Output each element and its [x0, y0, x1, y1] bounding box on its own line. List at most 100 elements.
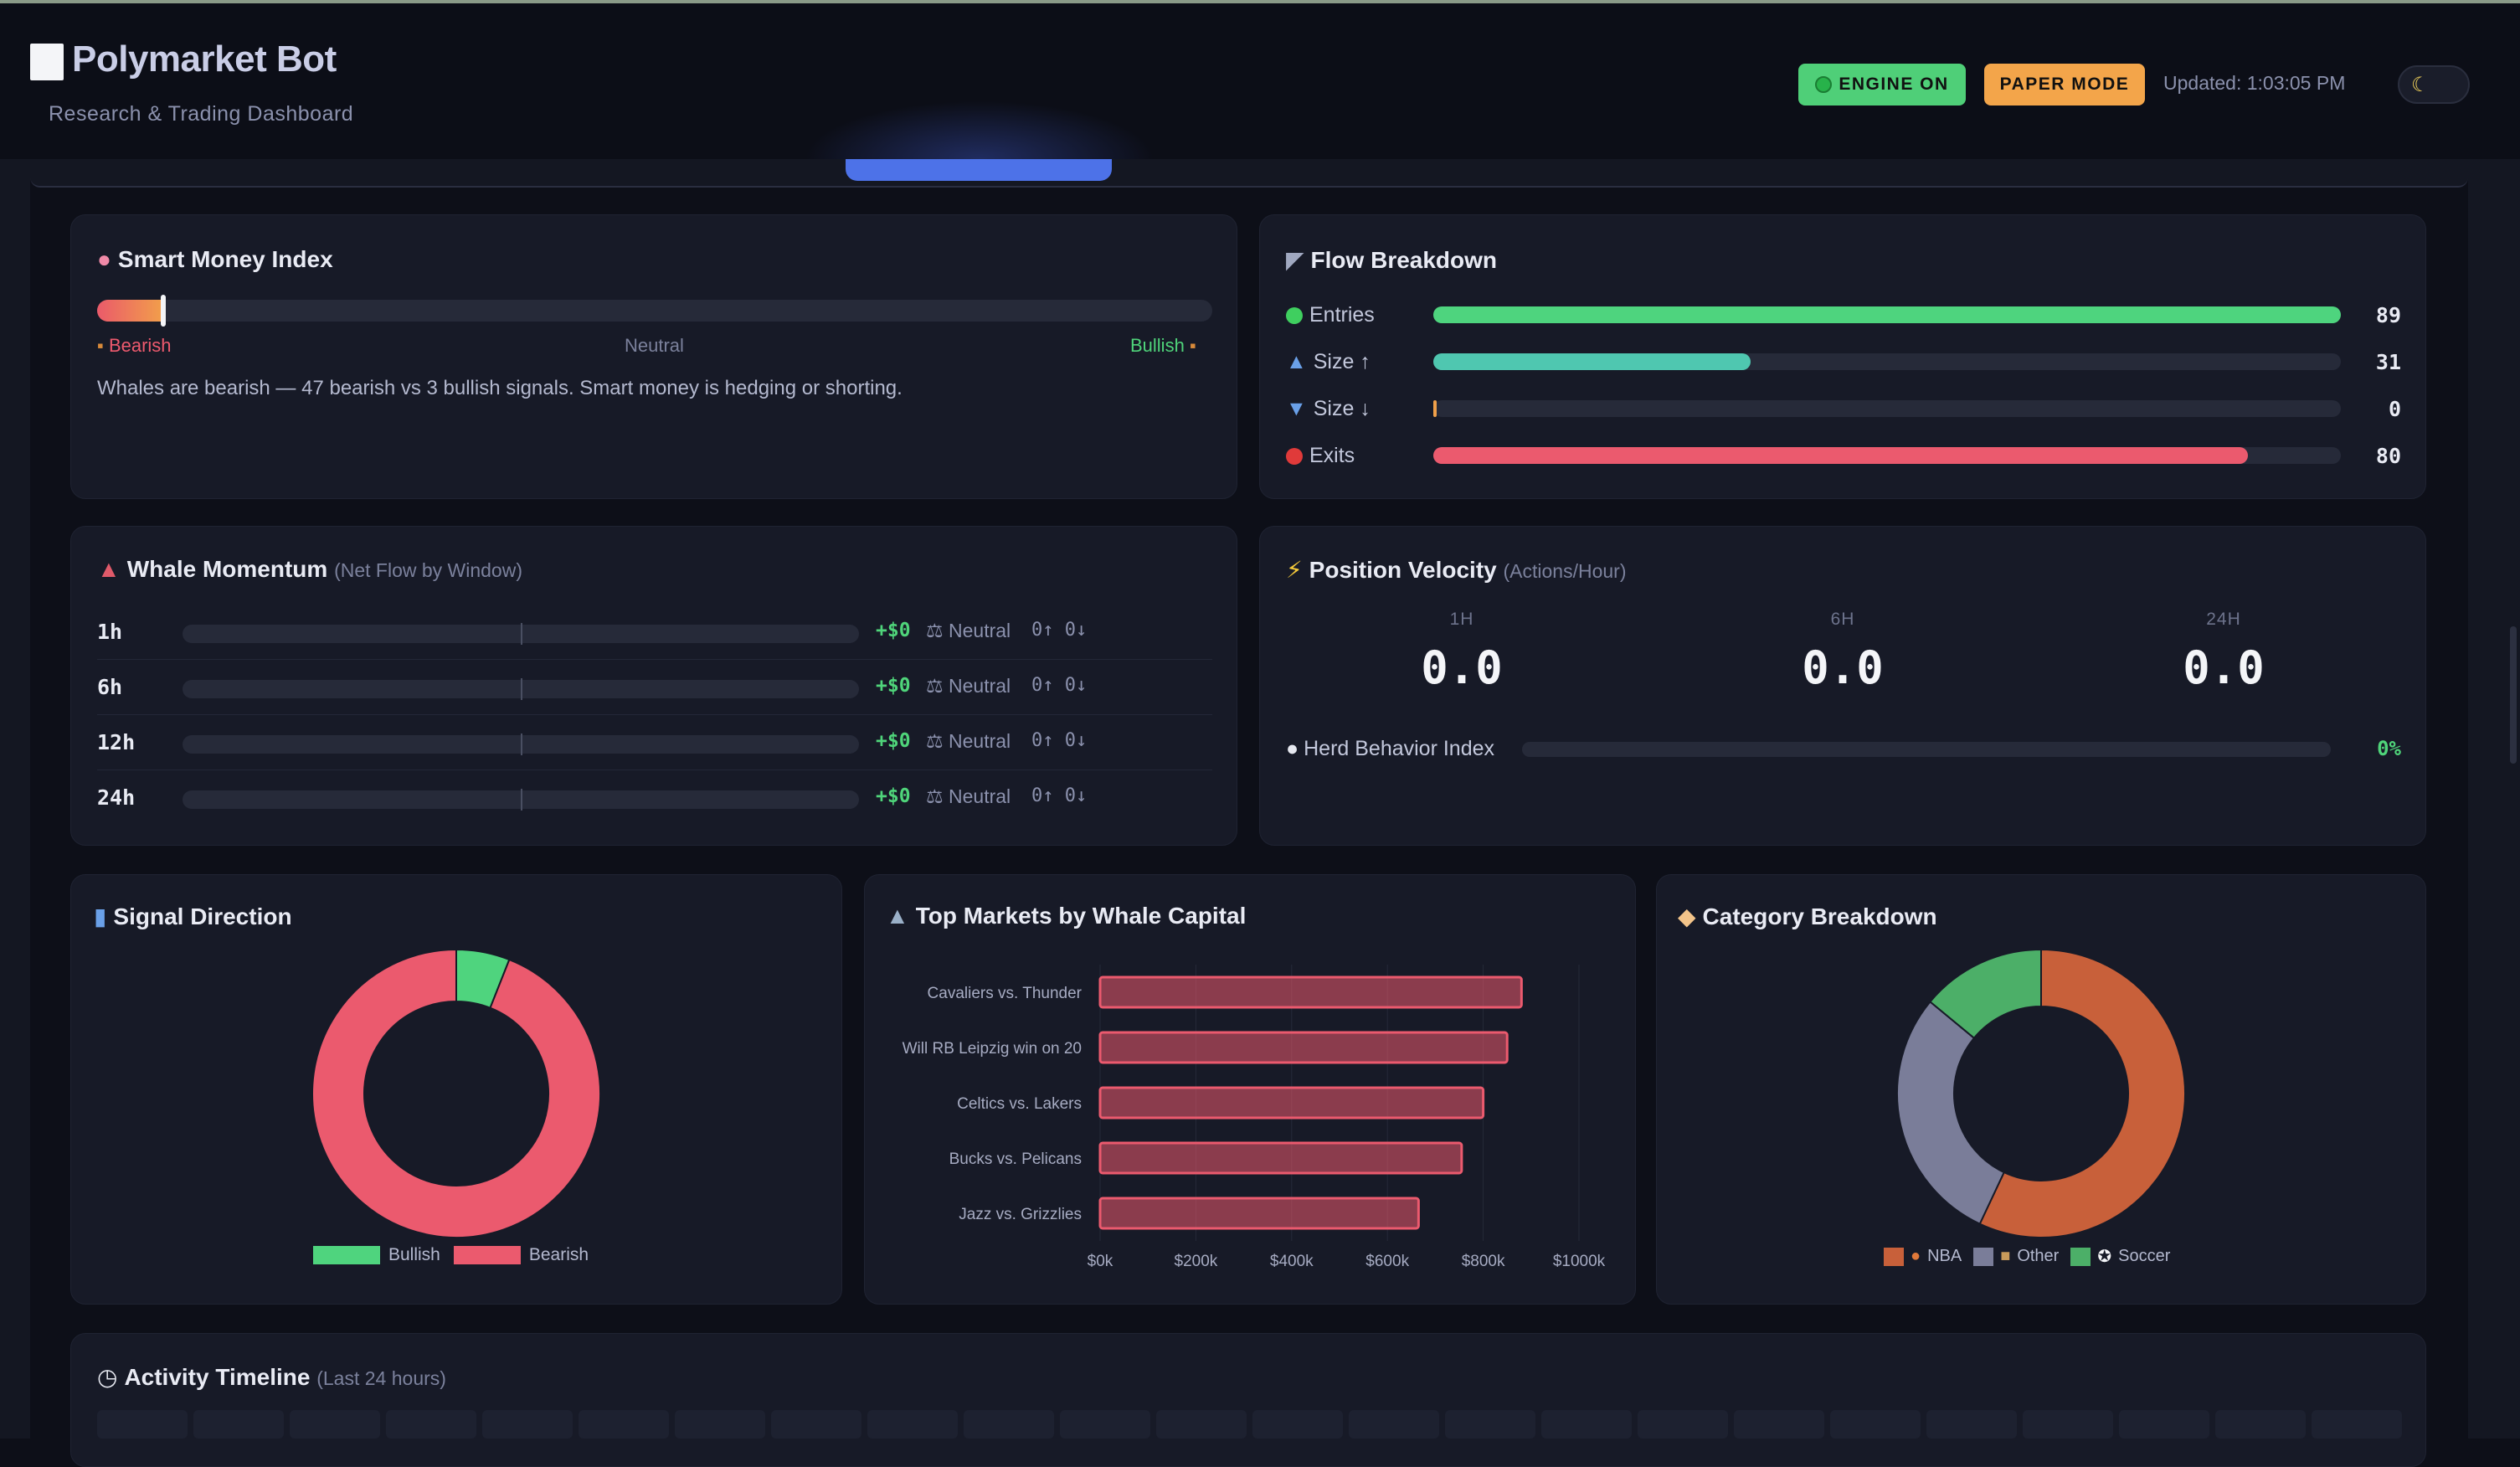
- timeline-cell: [1830, 1410, 1921, 1439]
- top-markets-title: ▲ Top Markets by Whale Capital: [886, 903, 1247, 929]
- tab-bar: [30, 159, 2468, 188]
- scale-icon: ⚖: [926, 675, 944, 697]
- scale-icon: ⚖: [926, 620, 944, 641]
- chart-down-icon: ▼: [1286, 397, 1307, 420]
- red-circle-icon: [1286, 448, 1303, 465]
- momentum-state: ⚖ Neutral: [926, 620, 1011, 641]
- engine-status-badge[interactable]: ENGINE ON: [1798, 64, 1966, 106]
- legend-swatch-other: [1973, 1247, 1994, 1266]
- momentum-window: 6h: [97, 675, 123, 699]
- legend-swatch-soccer: [2070, 1247, 2091, 1266]
- legend-swatch-bearish: [453, 1246, 521, 1264]
- market-label: Jazz vs. Grizzlies: [959, 1206, 1082, 1223]
- lightning-icon: ⚡: [1286, 557, 1303, 583]
- timeline-cell: [2312, 1410, 2402, 1439]
- legend-swatch-nba: [1884, 1247, 1904, 1266]
- timeline-cell: [290, 1410, 380, 1439]
- momentum-row: 12h +$0 ⚖ Neutral 0↑ 0↓: [97, 715, 1212, 770]
- velocity-window-label: 1H: [1449, 610, 1474, 629]
- market-label: Celtics vs. Lakers: [957, 1095, 1082, 1113]
- flow-size-down-label: ▼ Size ↓: [1286, 397, 1371, 420]
- momentum-bar-track: [183, 734, 859, 755]
- chart-up-icon: ▲: [1286, 350, 1307, 373]
- bull-icon: ▪: [1189, 335, 1196, 356]
- category-legend: ● NBA ■ Other ✪ Soccer: [1884, 1246, 2170, 1267]
- bearish-label: ▪ Bearish: [97, 335, 172, 356]
- donut-slice-bearish[interactable]: [311, 948, 601, 1238]
- satellite-icon: ◤: [1286, 247, 1304, 273]
- scale-icon: ⚖: [926, 730, 944, 752]
- status-dot-icon: [1815, 76, 1833, 93]
- bar-chart-icon: ▮: [94, 903, 107, 929]
- donut-slice-soccer[interactable]: [1929, 948, 2042, 1040]
- timeline-cell: [1252, 1410, 1343, 1439]
- smart-money-description: Whales are bearish — 47 bearish vs 3 bul…: [97, 377, 903, 399]
- flow-size-down-track: [1433, 400, 2341, 417]
- neutral-label: Neutral: [625, 335, 684, 356]
- donut-slice-nba[interactable]: [1978, 948, 2187, 1238]
- legend-label-nba: NBA: [1927, 1247, 1962, 1265]
- active-tab-indicator[interactable]: [846, 159, 1112, 181]
- smart-money-panel: [70, 214, 1237, 499]
- timeline-cell: [193, 1410, 284, 1439]
- smart-money-gauge-marker: [160, 295, 166, 327]
- momentum-window: 24h: [97, 785, 136, 810]
- momentum-bar-track: [183, 789, 859, 811]
- market-bar[interactable]: [1098, 1141, 1463, 1175]
- flow-size-down-value: 0: [2388, 397, 2401, 421]
- flow-size-up-value: 31: [2375, 350, 2401, 374]
- velocity-window-label: 6H: [1830, 610, 1855, 629]
- momentum-net-flow: +$0: [876, 620, 911, 641]
- signal-direction-title: ▮ Signal Direction: [94, 903, 292, 929]
- moon-icon: ☾: [2411, 73, 2430, 96]
- herd-behavior-value: 0%: [2377, 737, 2401, 760]
- momentum-row: 1h +$0 ⚖ Neutral 0↑ 0↓: [97, 605, 1212, 660]
- flow-exits-label: Exits: [1286, 444, 1355, 468]
- x-tick-label: $200k: [1175, 1253, 1218, 1270]
- timeline-cell: [1349, 1410, 1439, 1439]
- momentum-counts: 0↑ 0↓: [1031, 785, 1088, 806]
- package-icon: ■: [2000, 1247, 2011, 1265]
- position-velocity-title: ⚡ Position Velocity (Actions/Hour): [1286, 557, 1627, 583]
- donut-slice-other[interactable]: [1896, 1000, 2006, 1225]
- bullish-label: Bullish ▪: [1130, 335, 1196, 356]
- momentum-net-flow: +$0: [876, 785, 911, 807]
- timeline-cell: [1060, 1410, 1150, 1439]
- mountain-icon: ▲: [886, 903, 909, 929]
- logo-icon: [30, 44, 64, 80]
- chart-up-icon: ▲: [97, 556, 121, 582]
- paper-mode-badge[interactable]: PAPER MODE: [1984, 64, 2145, 106]
- market-bar[interactable]: [1098, 1197, 1420, 1230]
- activity-timeline-title: ◷ Activity Timeline (Last 24 hours): [97, 1364, 446, 1390]
- signal-legend: Bullish Bearish: [313, 1245, 589, 1265]
- timeline-cell: [964, 1410, 1054, 1439]
- category-breakdown-chart: [1896, 948, 2187, 1238]
- flow-entries-label: Entries: [1286, 303, 1375, 327]
- timeline-cell: [2023, 1410, 2113, 1439]
- timeline-cell: [867, 1410, 958, 1439]
- sheep-icon: ●: [1286, 737, 1299, 760]
- market-label: Bucks vs. Pelicans: [949, 1150, 1082, 1168]
- basketball-icon: ●: [1911, 1247, 1921, 1265]
- market-label: Cavaliers vs. Thunder: [928, 985, 1083, 1002]
- legend-label-soccer: Soccer: [2118, 1247, 2171, 1265]
- herd-behavior-label: ● Herd Behavior Index: [1286, 737, 1495, 760]
- position-velocity-panel: [1259, 526, 2426, 846]
- momentum-bar-track: [183, 678, 859, 700]
- flow-size-down-bar: [1433, 400, 1437, 417]
- timeline-cell: [1445, 1410, 1535, 1439]
- market-bar[interactable]: [1098, 975, 1523, 1009]
- scrollbar-thumb[interactable]: [2510, 626, 2517, 764]
- smart-money-gauge-fill: [97, 300, 164, 322]
- x-tick-label: $400k: [1270, 1253, 1314, 1270]
- theme-toggle-button[interactable]: ☾: [2398, 65, 2470, 104]
- signal-direction-chart: [311, 948, 601, 1238]
- momentum-row: 24h +$0 ⚖ Neutral 0↑ 0↓: [97, 770, 1212, 826]
- market-bar[interactable]: [1098, 1086, 1485, 1120]
- timeline-cell: [1541, 1410, 1632, 1439]
- velocity-value: 0.0: [1421, 641, 1503, 694]
- momentum-bar-track: [183, 623, 859, 645]
- timeline-cell: [1734, 1410, 1824, 1439]
- whale-momentum-title: ▲ Whale Momentum (Net Flow by Window): [97, 556, 522, 582]
- market-bar[interactable]: [1098, 1031, 1509, 1064]
